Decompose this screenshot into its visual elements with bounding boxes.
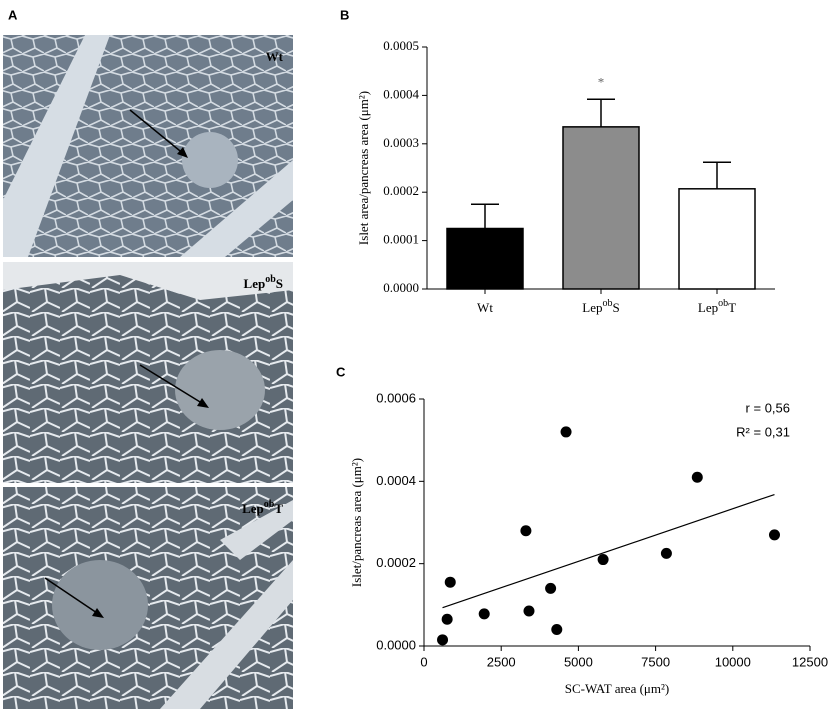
- micrograph-label-part: ob: [264, 499, 275, 510]
- x-tick-label-part: ob: [602, 298, 612, 309]
- x-tick-label-part: T: [728, 300, 736, 315]
- micrograph-label-part: ob: [265, 274, 276, 285]
- islet: [175, 350, 265, 430]
- micrograph: [3, 487, 293, 709]
- point: [660, 547, 672, 559]
- micrograph-label: LepobS: [244, 274, 283, 291]
- x-tick-label-part: Wt: [477, 300, 493, 315]
- arrow: [44, 577, 101, 616]
- panel-letter: B: [340, 7, 349, 22]
- micrograph-label: Wt: [266, 49, 284, 64]
- annotation: r = 0,56: [746, 400, 790, 415]
- point: [523, 605, 535, 617]
- bar: [562, 126, 640, 290]
- x-tick-label: LepobS: [582, 298, 619, 315]
- vessel: [3, 35, 110, 257]
- y-tick-label: 0.0003: [383, 135, 419, 150]
- point: [545, 582, 557, 594]
- bar: [678, 188, 756, 290]
- micrograph-label-part: T: [274, 501, 283, 516]
- x-tick-label: Wt: [477, 300, 493, 315]
- arrowhead: [92, 608, 104, 618]
- point: [441, 613, 453, 625]
- islet: [52, 560, 148, 650]
- fit-line: [442, 493, 775, 609]
- micrograph-label-part: S: [276, 276, 283, 291]
- y-tick-label: 0.0002: [376, 555, 416, 570]
- x-tick-label: 7500: [641, 654, 670, 669]
- arrow: [139, 364, 206, 406]
- micrograph-label-part: Lep: [244, 276, 266, 291]
- y-tick-label: 0.0006: [376, 390, 416, 405]
- y-tick-label: 0.0002: [383, 183, 419, 198]
- bar: [446, 227, 524, 290]
- vessel: [160, 560, 293, 709]
- x-tick-label: 5000: [564, 654, 593, 669]
- panel-letter: A: [8, 7, 18, 22]
- micrograph-label: LepobT: [242, 499, 283, 516]
- arrowhead: [197, 398, 209, 408]
- arrowhead: [177, 147, 188, 158]
- y-tick-label: 0.0000: [376, 637, 416, 652]
- x-tick-label: LepobT: [698, 298, 736, 315]
- point: [691, 471, 703, 483]
- point: [551, 624, 563, 636]
- x-tick-label: 12500: [792, 654, 828, 669]
- vessel: [220, 500, 293, 560]
- significance: *: [598, 74, 605, 89]
- x-tick-label-part: Lep: [582, 300, 602, 315]
- point: [478, 608, 490, 620]
- x-tick-label: 10000: [715, 654, 751, 669]
- x-axis-label: SC-WAT area (μm²): [565, 681, 670, 696]
- y-tick-label: 0.0004: [383, 86, 419, 101]
- point: [444, 576, 456, 588]
- annotation: R² = 0,31: [736, 424, 790, 439]
- y-tick-label: 0.0004: [376, 473, 416, 488]
- point: [768, 529, 780, 541]
- background: [3, 262, 293, 300]
- micrograph-label-part: Wt: [266, 49, 284, 64]
- micrograph-label-part: Lep: [242, 501, 264, 516]
- x-tick-label: 2500: [487, 654, 516, 669]
- islet: [182, 132, 238, 188]
- x-tick-label-part: ob: [718, 298, 728, 309]
- x-tick-label-part: Lep: [698, 300, 718, 315]
- point: [597, 554, 609, 566]
- vessel: [180, 160, 293, 257]
- point: [437, 634, 449, 646]
- y-tick-label: 0.0000: [383, 280, 419, 295]
- y-axis-label: Islet/pancreas area (μm²): [349, 458, 364, 587]
- x-tick-label: 0: [420, 654, 427, 669]
- y-axis-label: Islet area/pancreas area (μm²): [356, 91, 371, 245]
- y-tick-label: 0.0005: [383, 38, 419, 53]
- point: [560, 426, 572, 438]
- point: [520, 525, 532, 537]
- panel-letter: C: [336, 364, 346, 379]
- y-tick-label: 0.0001: [383, 232, 419, 247]
- x-tick-label-part: S: [612, 300, 619, 315]
- arrow: [129, 109, 186, 156]
- micrograph-panel: [3, 35, 293, 709]
